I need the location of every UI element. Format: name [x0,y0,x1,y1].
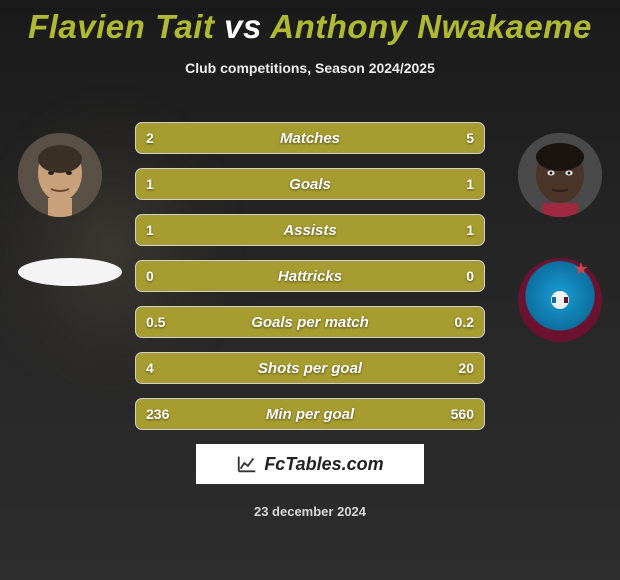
stat-row-matches: 2 Matches 5 [135,122,485,154]
stat-right-value: 0.2 [455,314,474,330]
stat-row-min-per-goal: 236 Min per goal 560 [135,398,485,430]
stat-left-value: 1 [146,176,154,192]
stat-right-value: 20 [458,360,474,376]
player1-avatar [18,133,102,217]
player1-face-icon [18,133,102,217]
stat-label: Assists [283,222,336,239]
player2-avatar [518,133,602,217]
subtitle: Club competitions, Season 2024/2025 [0,60,620,76]
stats-panel: 2 Matches 5 1 Goals 1 1 Assists 1 0 Hatt… [135,122,485,444]
stat-label: Min per goal [266,406,354,423]
title-vs: vs [224,8,262,45]
stat-row-assists: 1 Assists 1 [135,214,485,246]
stat-left-value: 236 [146,406,169,422]
stat-left-value: 0 [146,268,154,284]
stat-left-value: 2 [146,130,154,146]
stat-label: Goals [289,176,331,193]
content-root: Flavien Tait vs Anthony Nwakaeme Club co… [0,0,620,580]
page-title: Flavien Tait vs Anthony Nwakaeme [0,0,620,46]
stat-row-goals: 1 Goals 1 [135,168,485,200]
player1-club-badge [18,258,122,286]
stat-row-hattricks: 0 Hattricks 0 [135,260,485,292]
stat-right-value: 1 [466,222,474,238]
stat-left-value: 1 [146,222,154,238]
stat-row-goals-per-match: 0.5 Goals per match 0.2 [135,306,485,338]
player2-face-icon [518,133,602,217]
branding-text: FcTables.com [264,454,383,475]
stat-right-value: 560 [451,406,474,422]
stat-left-value: 0.5 [146,314,165,330]
chart-icon [236,453,258,475]
title-player2: Anthony Nwakaeme [270,8,592,45]
stat-right-value: 5 [466,130,474,146]
player2-club-badge [518,258,602,342]
stat-row-shots-per-goal: 4 Shots per goal 20 [135,352,485,384]
stat-left-value: 4 [146,360,154,376]
club2-crest-icon [540,280,580,320]
stat-label: Hattricks [278,268,342,285]
branding-badge: FcTables.com [196,444,424,484]
stat-right-value: 0 [466,268,474,284]
title-player1: Flavien Tait [28,8,214,45]
date-label: 23 december 2024 [0,504,620,519]
stat-label: Shots per goal [258,360,362,377]
stat-label: Matches [280,130,340,147]
stat-label: Goals per match [251,314,369,331]
stat-right-value: 1 [466,176,474,192]
